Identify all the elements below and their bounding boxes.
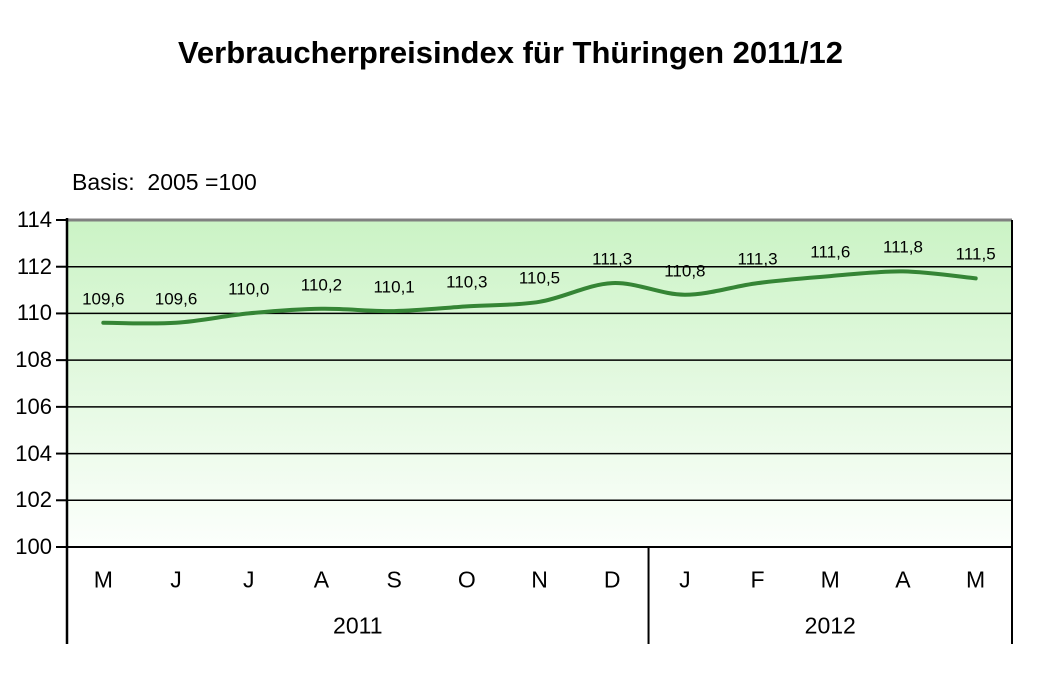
month-tick-label: N	[531, 566, 548, 593]
year-group-label: 2011	[333, 612, 383, 639]
y-axis-tick-label: 110	[16, 300, 52, 326]
data-point-label: 110,0	[228, 279, 270, 299]
month-tick-label: D	[603, 566, 621, 593]
basis-note: Basis: 2005 =100	[72, 169, 257, 195]
month-tick-label: M	[966, 566, 986, 593]
data-point-label: 110,1	[373, 277, 415, 297]
data-point-label: 110,2	[300, 275, 343, 295]
data-point-label: 110,5	[518, 268, 561, 288]
data-point-label: 111,5	[955, 244, 996, 264]
month-tick-label: J	[242, 566, 255, 593]
month-tick-label: O	[457, 566, 476, 593]
data-point-label: 110,3	[446, 272, 488, 292]
month-tick-label: J	[679, 566, 691, 593]
month-tick-label: M	[820, 566, 840, 593]
month-tick-label: M	[93, 566, 113, 593]
data-point-label: 111,3	[592, 249, 633, 269]
y-axis-tick-label: 114	[16, 207, 52, 232]
data-point-label: 111,6	[810, 242, 851, 262]
y-axis-tick-label: 112	[16, 253, 52, 279]
y-axis-tick-label: 102	[15, 487, 52, 513]
data-point-label: 110,8	[664, 261, 706, 281]
month-tick-label: S	[386, 566, 402, 593]
month-tick-label: F	[750, 566, 765, 593]
chart-title: Verbraucherpreisindex für Thüringen 2011…	[177, 35, 844, 70]
month-tick-label: J	[170, 566, 182, 593]
y-axis-tick-label: 104	[15, 440, 52, 466]
data-point-label: 111,8	[882, 237, 923, 257]
y-axis-tick-label: 108	[15, 347, 52, 373]
data-point-label: 109,6	[82, 289, 125, 309]
price-index-line	[101, 269, 978, 326]
data-point-label: 109,6	[154, 289, 198, 309]
y-axis-tick-label: 106	[15, 393, 52, 419]
month-tick-label: A	[313, 566, 330, 593]
data-point-label: 111,3	[737, 249, 778, 269]
month-tick-label: A	[895, 566, 911, 593]
y-axis-tick-label: 100	[15, 534, 52, 559]
year-group-label: 2012	[804, 612, 856, 639]
